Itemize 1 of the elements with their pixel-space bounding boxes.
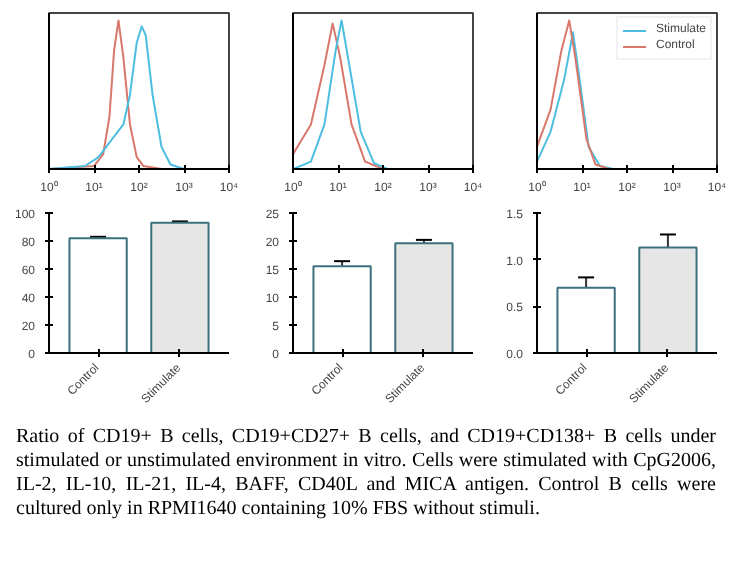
- text: Ratio of CD19+ B cells, CD19+CD27+ B cells, and CD19+CD138+ B cells under stimulated or unstimulated environment in vitro. Cells were stimulated with CpG2006, IL-2, IL-10, IL-21, IL-4, BAFF, CD40L and MICA antigen. Control B cells were cultured only in RPMI1640 containing 10% FBS without stimuli.: [16, 426, 716, 522]
